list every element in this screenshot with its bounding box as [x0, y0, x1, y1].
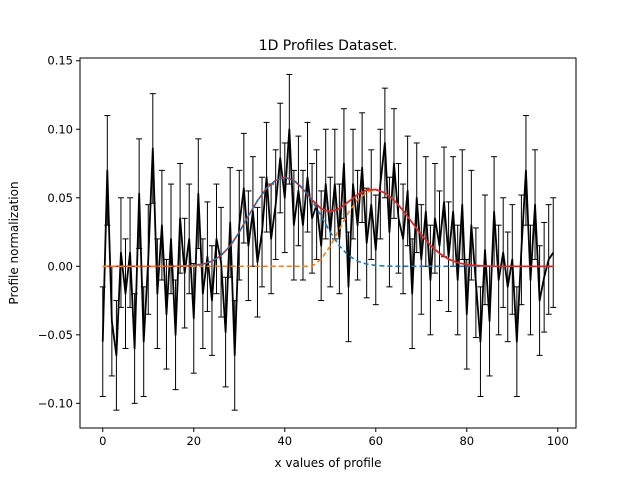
x-axis-ticks: 0 20 40 60 80 100 — [99, 428, 569, 448]
x-tick-label: 40 — [277, 434, 292, 448]
axes-frame — [79, 57, 577, 429]
y-tick-label: 0.15 — [47, 54, 73, 68]
x-tick-label: 0 — [99, 434, 106, 448]
y-tick-label: −0.05 — [38, 328, 73, 342]
y-tick-label: −0.10 — [38, 396, 73, 410]
y-tick-label: 0.00 — [47, 259, 73, 273]
data-series-line — [101, 128, 554, 357]
x-tick-label: 100 — [547, 434, 569, 448]
x-tick-label: 20 — [186, 434, 201, 448]
plot-area — [99, 73, 557, 411]
chart-title: 1D Profiles Dataset. — [259, 38, 398, 54]
y-axis-ticks: −0.10 −0.05 0.00 0.05 0.10 0.15 — [38, 54, 80, 410]
y-tick-label: 0.10 — [47, 122, 73, 136]
component-1-dashed-line — [102, 176, 554, 268]
y-tick-label: 0.05 — [47, 191, 73, 205]
series-group — [99, 73, 557, 411]
x-tick-label: 60 — [368, 434, 383, 448]
x-tick-label: 80 — [459, 434, 474, 448]
x-axis-label: x values of profile — [274, 456, 381, 470]
y-axis-label: Profile normalization — [7, 181, 21, 304]
model-sum-line-right — [311, 188, 554, 268]
